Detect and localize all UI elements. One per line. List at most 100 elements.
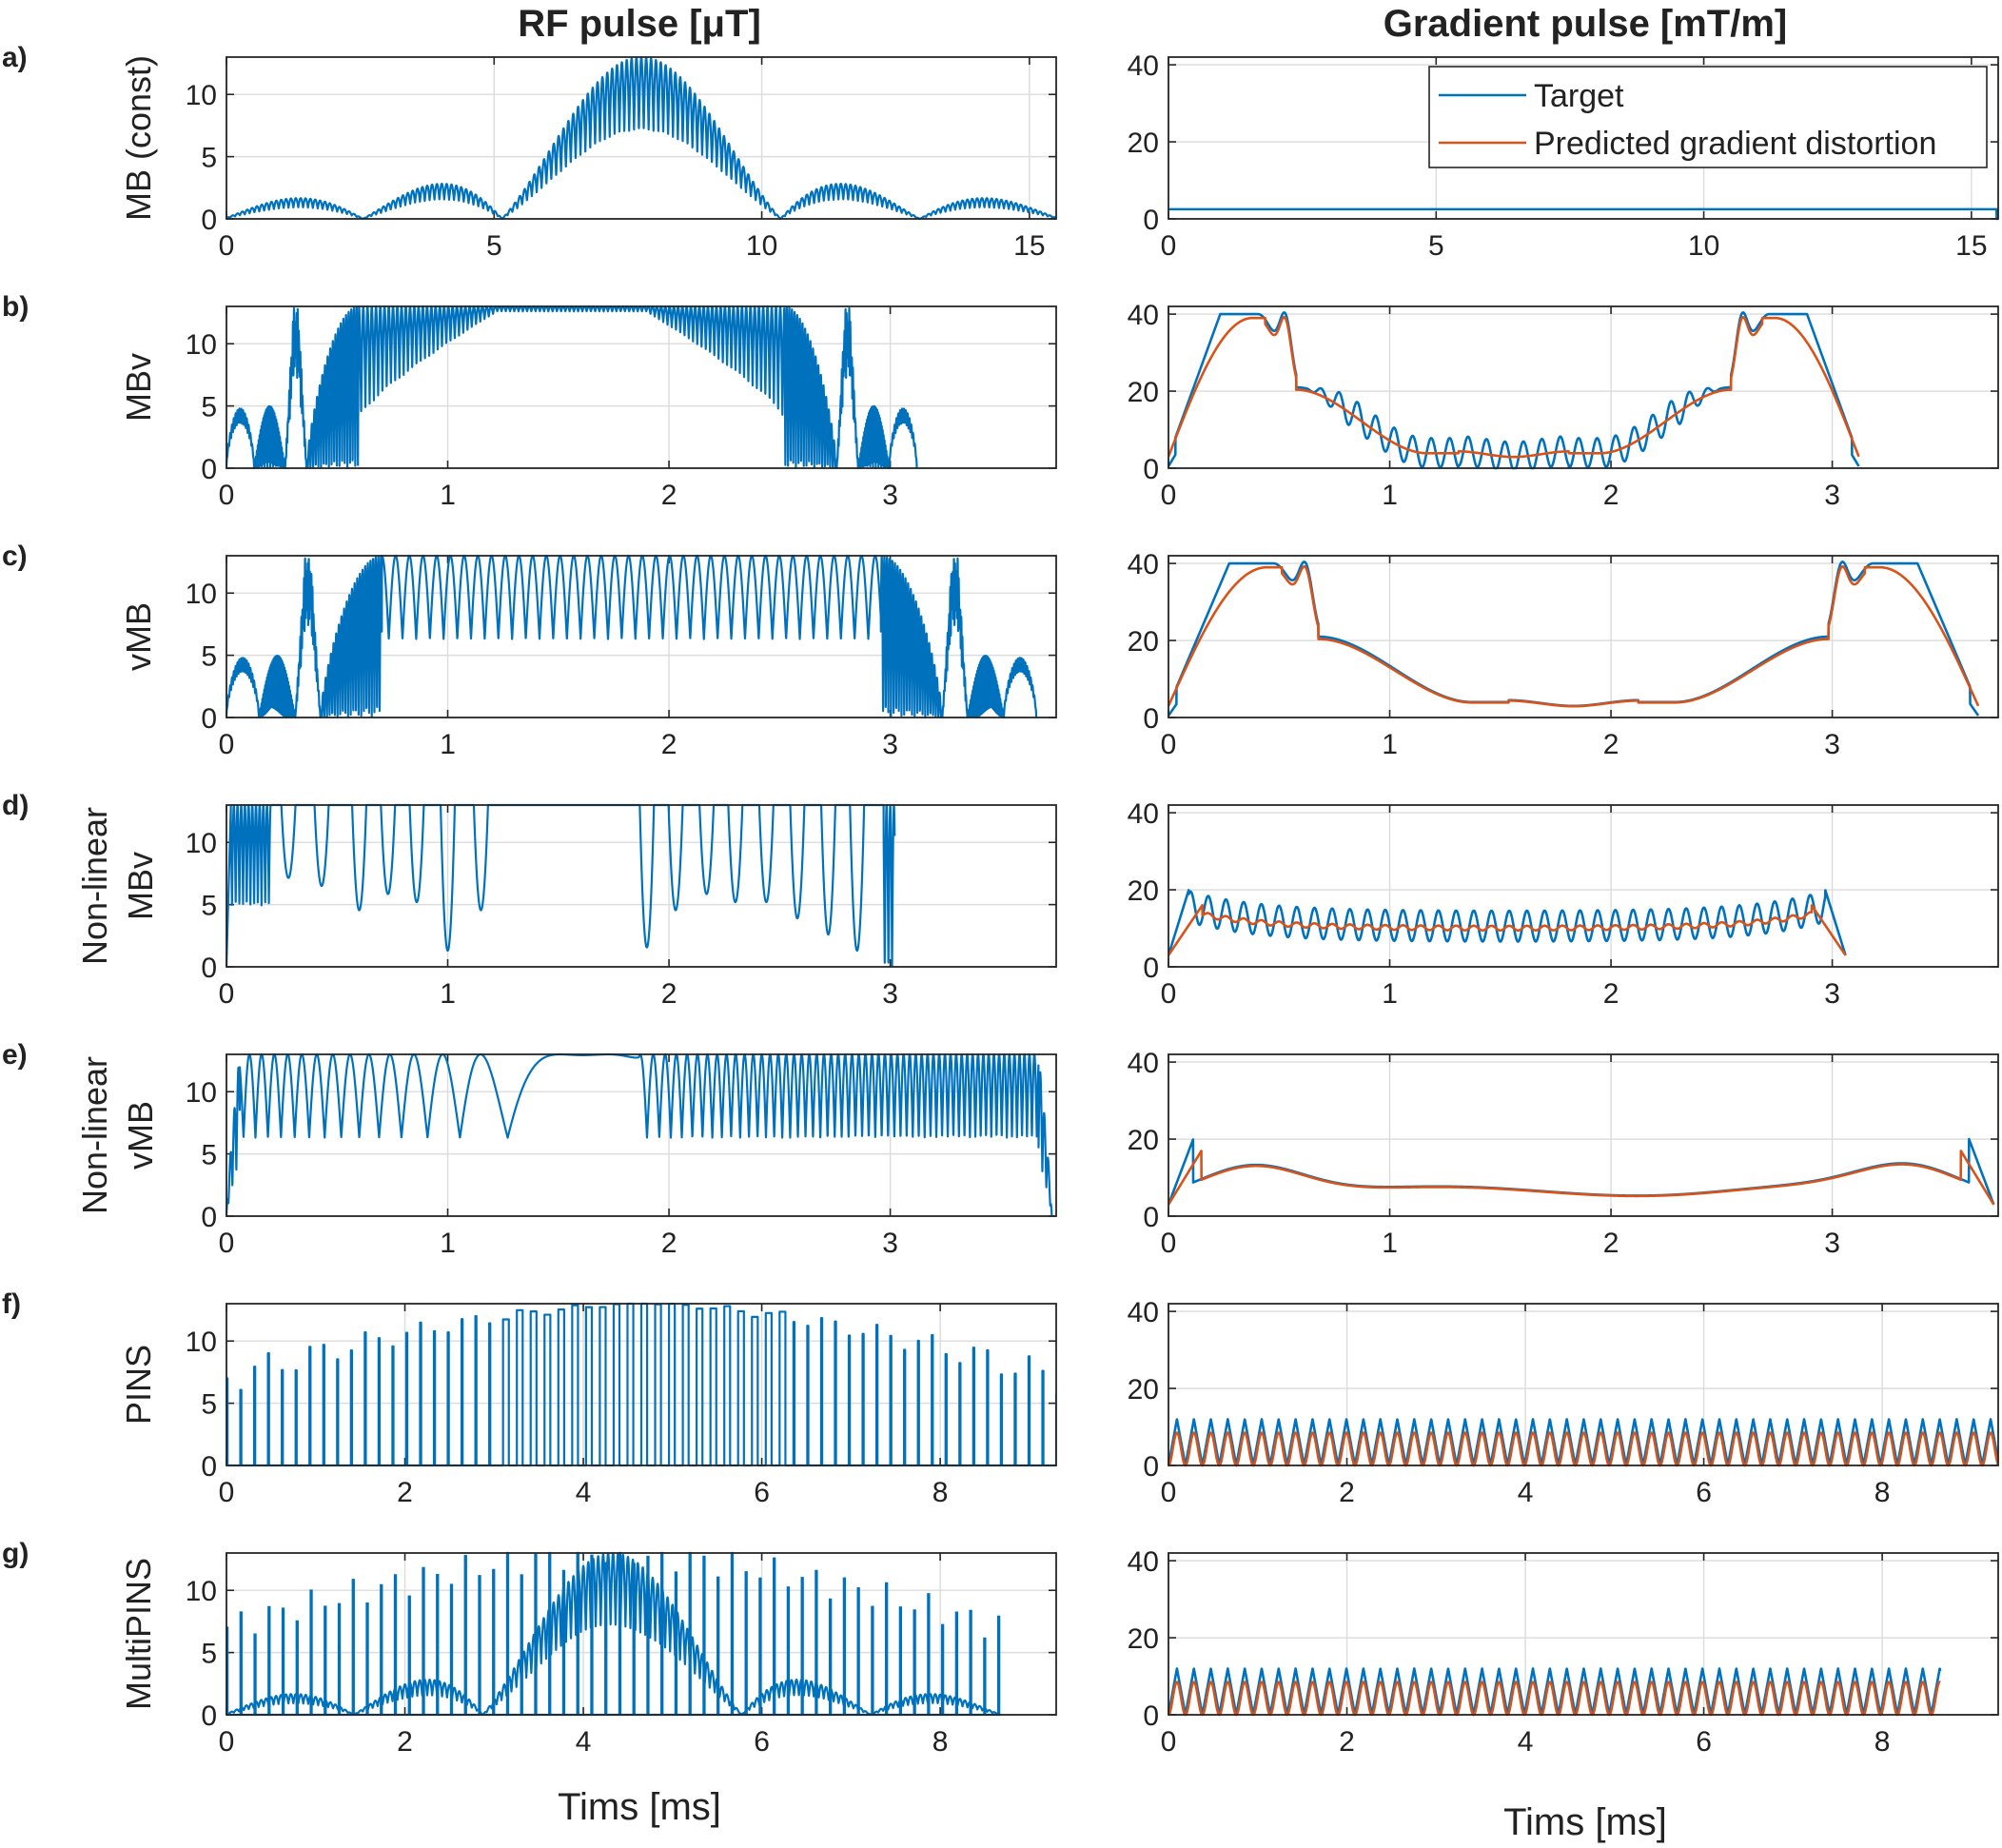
rf-y-tick-label: 0 (201, 454, 217, 485)
rf-axes-frame (226, 56, 1057, 220)
rf-y-tick-label: 10 (186, 579, 217, 610)
gradient-x-ticks: 0 2 4 6 8 (1161, 1553, 1890, 1758)
panel-label: d) (2, 790, 29, 821)
panel-c: c) vMB 0 1 2 3 0 5 10 0 1 2 3 0 20 40 (2, 541, 1999, 760)
gradient-x-tick-label: 10 (1688, 230, 1719, 262)
gradient-y-ticks: 0 20 40 (1128, 1048, 1998, 1233)
rf-x-tick-label: 3 (882, 729, 898, 760)
rf-column-title: RF pulse [μT] (518, 3, 761, 45)
gradient-x-tick-label: 3 (1824, 729, 1840, 760)
rf-y-axis-label: PINS (119, 1345, 158, 1425)
rf-x-axis-label: Tims [ms] (558, 1786, 721, 1828)
gradient-y-tick-label: 40 (1128, 1048, 1159, 1079)
rf-x-tick-label: 2 (661, 1228, 677, 1259)
rf-y-tick-label: 10 (186, 329, 217, 361)
predicted-gradient-line (1168, 1150, 1995, 1206)
rf-x-tick-label: 3 (882, 480, 898, 511)
panel-g: g) MultiPINS 0 2 4 6 8 0 5 10 0 2 4 6 8 0 20 40 (2, 1538, 1999, 1758)
rf-axes-g: 0 2 4 6 8 0 5 10 (186, 1551, 1057, 1758)
gradient-y-tick-label: 20 (1128, 1125, 1159, 1156)
rf-y-tick-label: 5 (201, 1639, 217, 1670)
gradient-y-tick-label: 40 (1128, 300, 1159, 331)
rf-x-tick-label: 4 (576, 1477, 592, 1508)
rf-y-tick-label: 0 (201, 953, 217, 984)
rf-y-tick-label: 0 (201, 205, 217, 236)
rf-x-tick-label: 0 (219, 1228, 235, 1259)
gradient-x-ticks: 0 1 2 3 (1161, 1054, 1840, 1259)
gradient-column-title: Gradient pulse [mT/m] (1384, 3, 1788, 45)
rf-x-tick-label: 2 (661, 978, 677, 1010)
gradient-x-tick-label: 1 (1382, 1228, 1398, 1259)
rf-x-tick-label: 0 (219, 1726, 235, 1758)
rf-x-ticks: 0 1 2 3 (219, 306, 898, 511)
rf-y-tick-label: 10 (186, 828, 217, 859)
gradient-axes-f: 0 2 4 6 8 0 20 40 (1128, 1297, 1999, 1508)
rf-x-tick-label: 0 (219, 729, 235, 760)
rf-y-tick-label: 10 (186, 80, 217, 111)
gradient-y-ticks: 0 20 40 (1128, 1546, 1998, 1732)
rf-pulse-line (226, 554, 1038, 719)
gradient-x-ticks: 0 2 4 6 8 (1161, 1304, 1890, 1508)
rf-y-axis-label: Non-linear (75, 807, 114, 965)
gradient-y-ticks: 0 20 40 (1128, 1297, 1998, 1483)
gradient-x-axis-label: Tims [ms] (1503, 1801, 1667, 1843)
gradient-x-ticks: 0 1 2 3 (1161, 306, 1840, 511)
panel-b: b) MBv 0 1 2 3 0 5 10 0 1 2 3 0 20 40 (2, 291, 1999, 511)
gradient-x-tick-label: 2 (1603, 729, 1619, 760)
gradient-x-tick-label: 0 (1161, 729, 1177, 760)
gradient-axes-c: 0 1 2 3 0 20 40 (1128, 549, 1999, 760)
gradient-x-tick-label: 0 (1161, 978, 1177, 1010)
rf-x-tick-label: 2 (397, 1726, 413, 1758)
gradient-x-tick-label: 0 (1161, 230, 1177, 262)
rf-y-axis-label: vMB (121, 1101, 160, 1170)
predicted-gradient-line (1168, 1431, 1998, 1467)
rf-y-tick-label: 0 (201, 703, 217, 735)
rf-x-tick-label: 1 (440, 729, 456, 760)
panel-label: c) (2, 541, 28, 572)
gradient-x-tick-label: 1 (1382, 480, 1398, 511)
rf-x-tick-label: 6 (754, 1726, 770, 1758)
rf-axes-a: 0 5 10 15 0 5 10 (186, 55, 1057, 262)
rf-y-axis-label: vMB (119, 602, 158, 671)
panel-label: a) (2, 42, 28, 73)
rf-axes-frame (226, 1303, 1057, 1466)
gradient-axes-frame (1168, 555, 1999, 718)
rf-x-ticks: 0 2 4 6 8 (219, 1304, 949, 1508)
rf-y-tick-label: 10 (186, 1327, 217, 1358)
gradient-y-ticks: 0 20 40 (1128, 549, 1998, 735)
panel-label: e) (2, 1039, 28, 1071)
rf-y-axis-label: MBv (119, 353, 158, 422)
rf-axes-frame (226, 1053, 1057, 1217)
gradient-y-tick-label: 0 (1143, 205, 1159, 236)
gradient-y-tick-label: 40 (1128, 798, 1159, 830)
rf-axes-frame (226, 804, 1057, 968)
rf-y-ticks: 0 5 10 (186, 1327, 1056, 1483)
rf-y-tick-label: 5 (201, 1140, 217, 1171)
gradient-x-ticks: 0 1 2 3 (1161, 805, 1840, 1010)
rf-x-ticks: 0 2 4 6 8 (219, 1553, 948, 1758)
panel-d: d) Non-linear MBv 0 1 2 3 0 5 10 0 1 2 3 0 20 40 (2, 790, 1999, 1010)
rf-x-tick-label: 3 (882, 978, 898, 1010)
rf-y-tick-label: 5 (201, 641, 217, 673)
rf-y-tick-label: 0 (201, 1701, 217, 1732)
rf-x-tick-label: 8 (932, 1477, 949, 1508)
gradient-axes-e: 0 1 2 3 0 20 40 (1128, 1048, 1999, 1259)
gradient-axes-b: 0 1 2 3 0 20 40 (1128, 300, 1999, 511)
rf-y-axis-label: MultiPINS (119, 1558, 158, 1710)
predicted-gradient-line (1168, 565, 1980, 708)
gradient-x-ticks: 0 5 10 15 (1161, 57, 1988, 262)
panel-e: e) Non-linear vMB 0 1 2 3 0 5 10 0 1 2 3 0 20 40 (2, 1039, 1999, 1259)
rf-x-tick-label: 2 (661, 729, 677, 760)
gradient-y-ticks: 0 20 40 (1128, 300, 1998, 485)
panel-label: f) (2, 1288, 21, 1320)
gradient-x-tick-label: 4 (1518, 1726, 1534, 1758)
gradient-x-tick-label: 1 (1382, 978, 1398, 1010)
gradient-y-tick-label: 40 (1128, 1297, 1159, 1328)
rf-x-tick-label: 1 (440, 1228, 456, 1259)
rf-x-tick-label: 5 (486, 230, 502, 262)
rf-x-tick-label: 0 (219, 230, 235, 262)
gradient-y-tick-label: 40 (1128, 1546, 1159, 1578)
gradient-plot-area (1168, 306, 1998, 468)
rf-x-tick-label: 2 (661, 480, 677, 511)
